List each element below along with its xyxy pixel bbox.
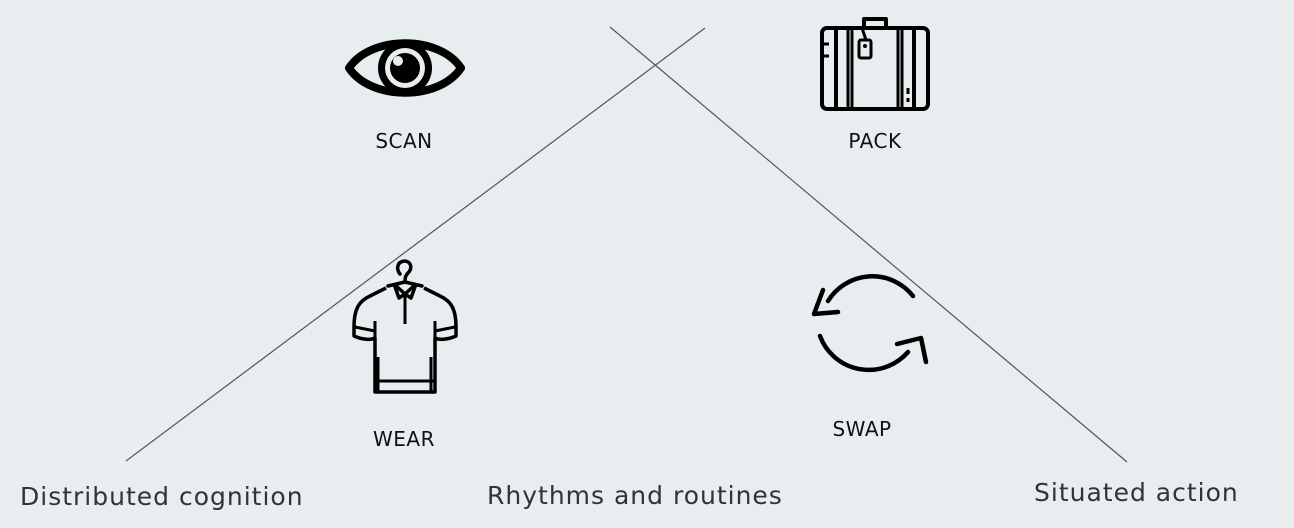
diagonal-line-right [609, 26, 1128, 463]
shirt-on-hanger-icon [350, 257, 460, 397]
scan-label: SCAN [375, 129, 433, 153]
suitcase-icon [820, 16, 930, 112]
pack-label: PACK [848, 129, 902, 153]
caption-distributed-cognition: Distributed cognition [20, 482, 304, 511]
eye-icon [345, 30, 465, 106]
caption-situated-action: Situated action [1034, 478, 1239, 507]
diagonal-line-left [125, 27, 706, 462]
swap-arrows-icon [800, 258, 936, 394]
swap-label: SWAP [832, 417, 892, 441]
caption-rhythms-and-routines: Rhythms and routines [487, 481, 783, 510]
wear-label: WEAR [373, 427, 435, 451]
